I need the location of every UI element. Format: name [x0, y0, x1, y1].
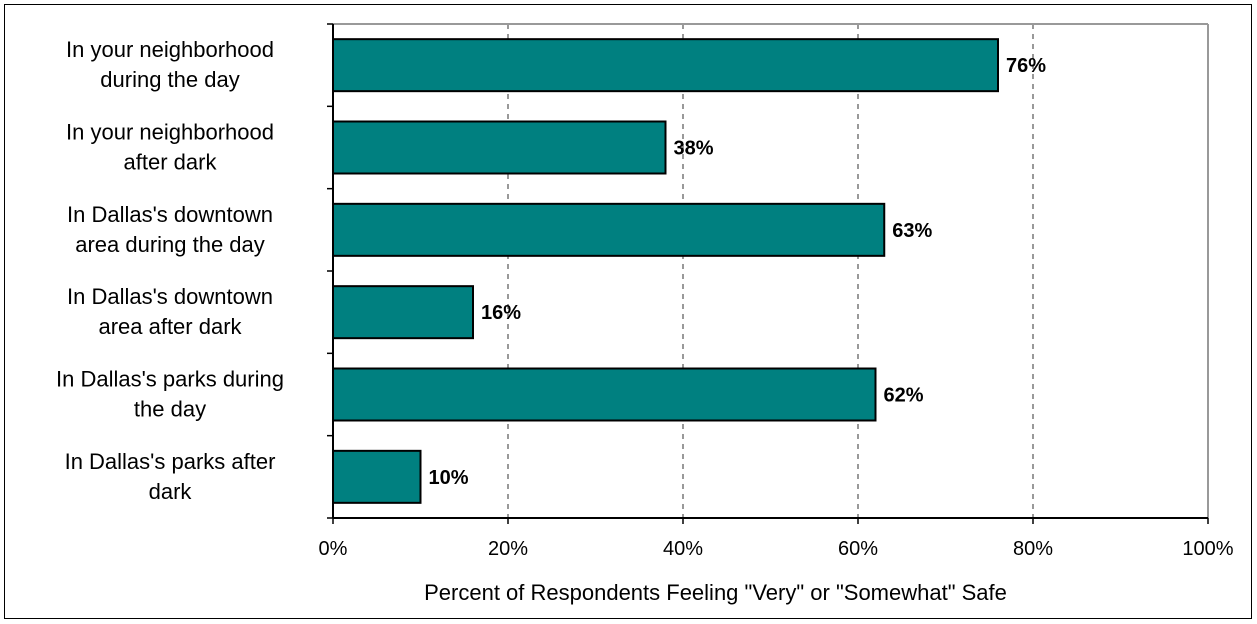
- labels: 0% 20% 40% 60% 80% 100% 76% In your neighborhoo…: [56, 37, 1234, 560]
- category-label: In your neighborhood after dark: [66, 120, 274, 175]
- axes: [327, 23, 1209, 524]
- bar: [332, 367, 877, 422]
- bar-value-label: 38%: [674, 138, 714, 160]
- category-label: In Dallas's downtown area during the day: [67, 202, 273, 257]
- bar-value-label: 10%: [429, 467, 469, 489]
- category-label-line: In Dallas's parks during: [56, 367, 284, 392]
- x-tick-label: 100%: [1182, 538, 1233, 560]
- x-axis-title: Percent of Respondents Feeling "Very" or…: [424, 580, 1007, 605]
- x-tick-label: 40%: [663, 538, 703, 560]
- bar: [332, 202, 886, 257]
- category-label-line: In your neighborhood: [66, 37, 274, 62]
- x-tick-label: 60%: [838, 538, 878, 560]
- x-tick-label: 80%: [1013, 538, 1053, 560]
- category-label-line: dark: [149, 479, 193, 504]
- category-label-line: the day: [134, 397, 206, 422]
- category-label-line: In your neighborhood: [66, 120, 274, 145]
- category-label-line: In Dallas's downtown: [67, 202, 273, 227]
- bar: [332, 38, 999, 93]
- x-tick-label: 0%: [319, 538, 348, 560]
- category-label: In Dallas's downtown area after dark: [67, 284, 273, 339]
- bar-chart: 0% 20% 40% 60% 80% 100% 76% In your neighborhoo…: [56, 23, 1234, 605]
- gridlines: [507, 24, 1034, 518]
- category-label: In your neighborhood during the day: [66, 37, 274, 92]
- bar: [332, 285, 474, 340]
- bar: [332, 120, 667, 175]
- x-tick-label: 20%: [488, 538, 528, 560]
- bar-value-label: 76%: [1006, 55, 1046, 77]
- category-label-line: area during the day: [75, 232, 265, 257]
- category-label-line: during the day: [100, 67, 239, 92]
- chart-frame: 0% 20% 40% 60% 80% 100% 76% In your neighborhoo…: [4, 4, 1252, 619]
- bar-value-label: 63%: [892, 220, 932, 242]
- category-label-line: area after dark: [98, 314, 242, 339]
- category-label-line: In Dallas's downtown: [67, 284, 273, 309]
- category-label: In Dallas's parks after dark: [65, 449, 276, 504]
- category-label-line: after dark: [124, 150, 218, 175]
- bar-value-label: 62%: [884, 385, 924, 407]
- bars: [332, 38, 999, 504]
- bar: [332, 449, 422, 504]
- category-label-line: In Dallas's parks after: [65, 449, 276, 474]
- category-label: In Dallas's parks during the day: [56, 367, 284, 422]
- bar-value-label: 16%: [481, 302, 521, 324]
